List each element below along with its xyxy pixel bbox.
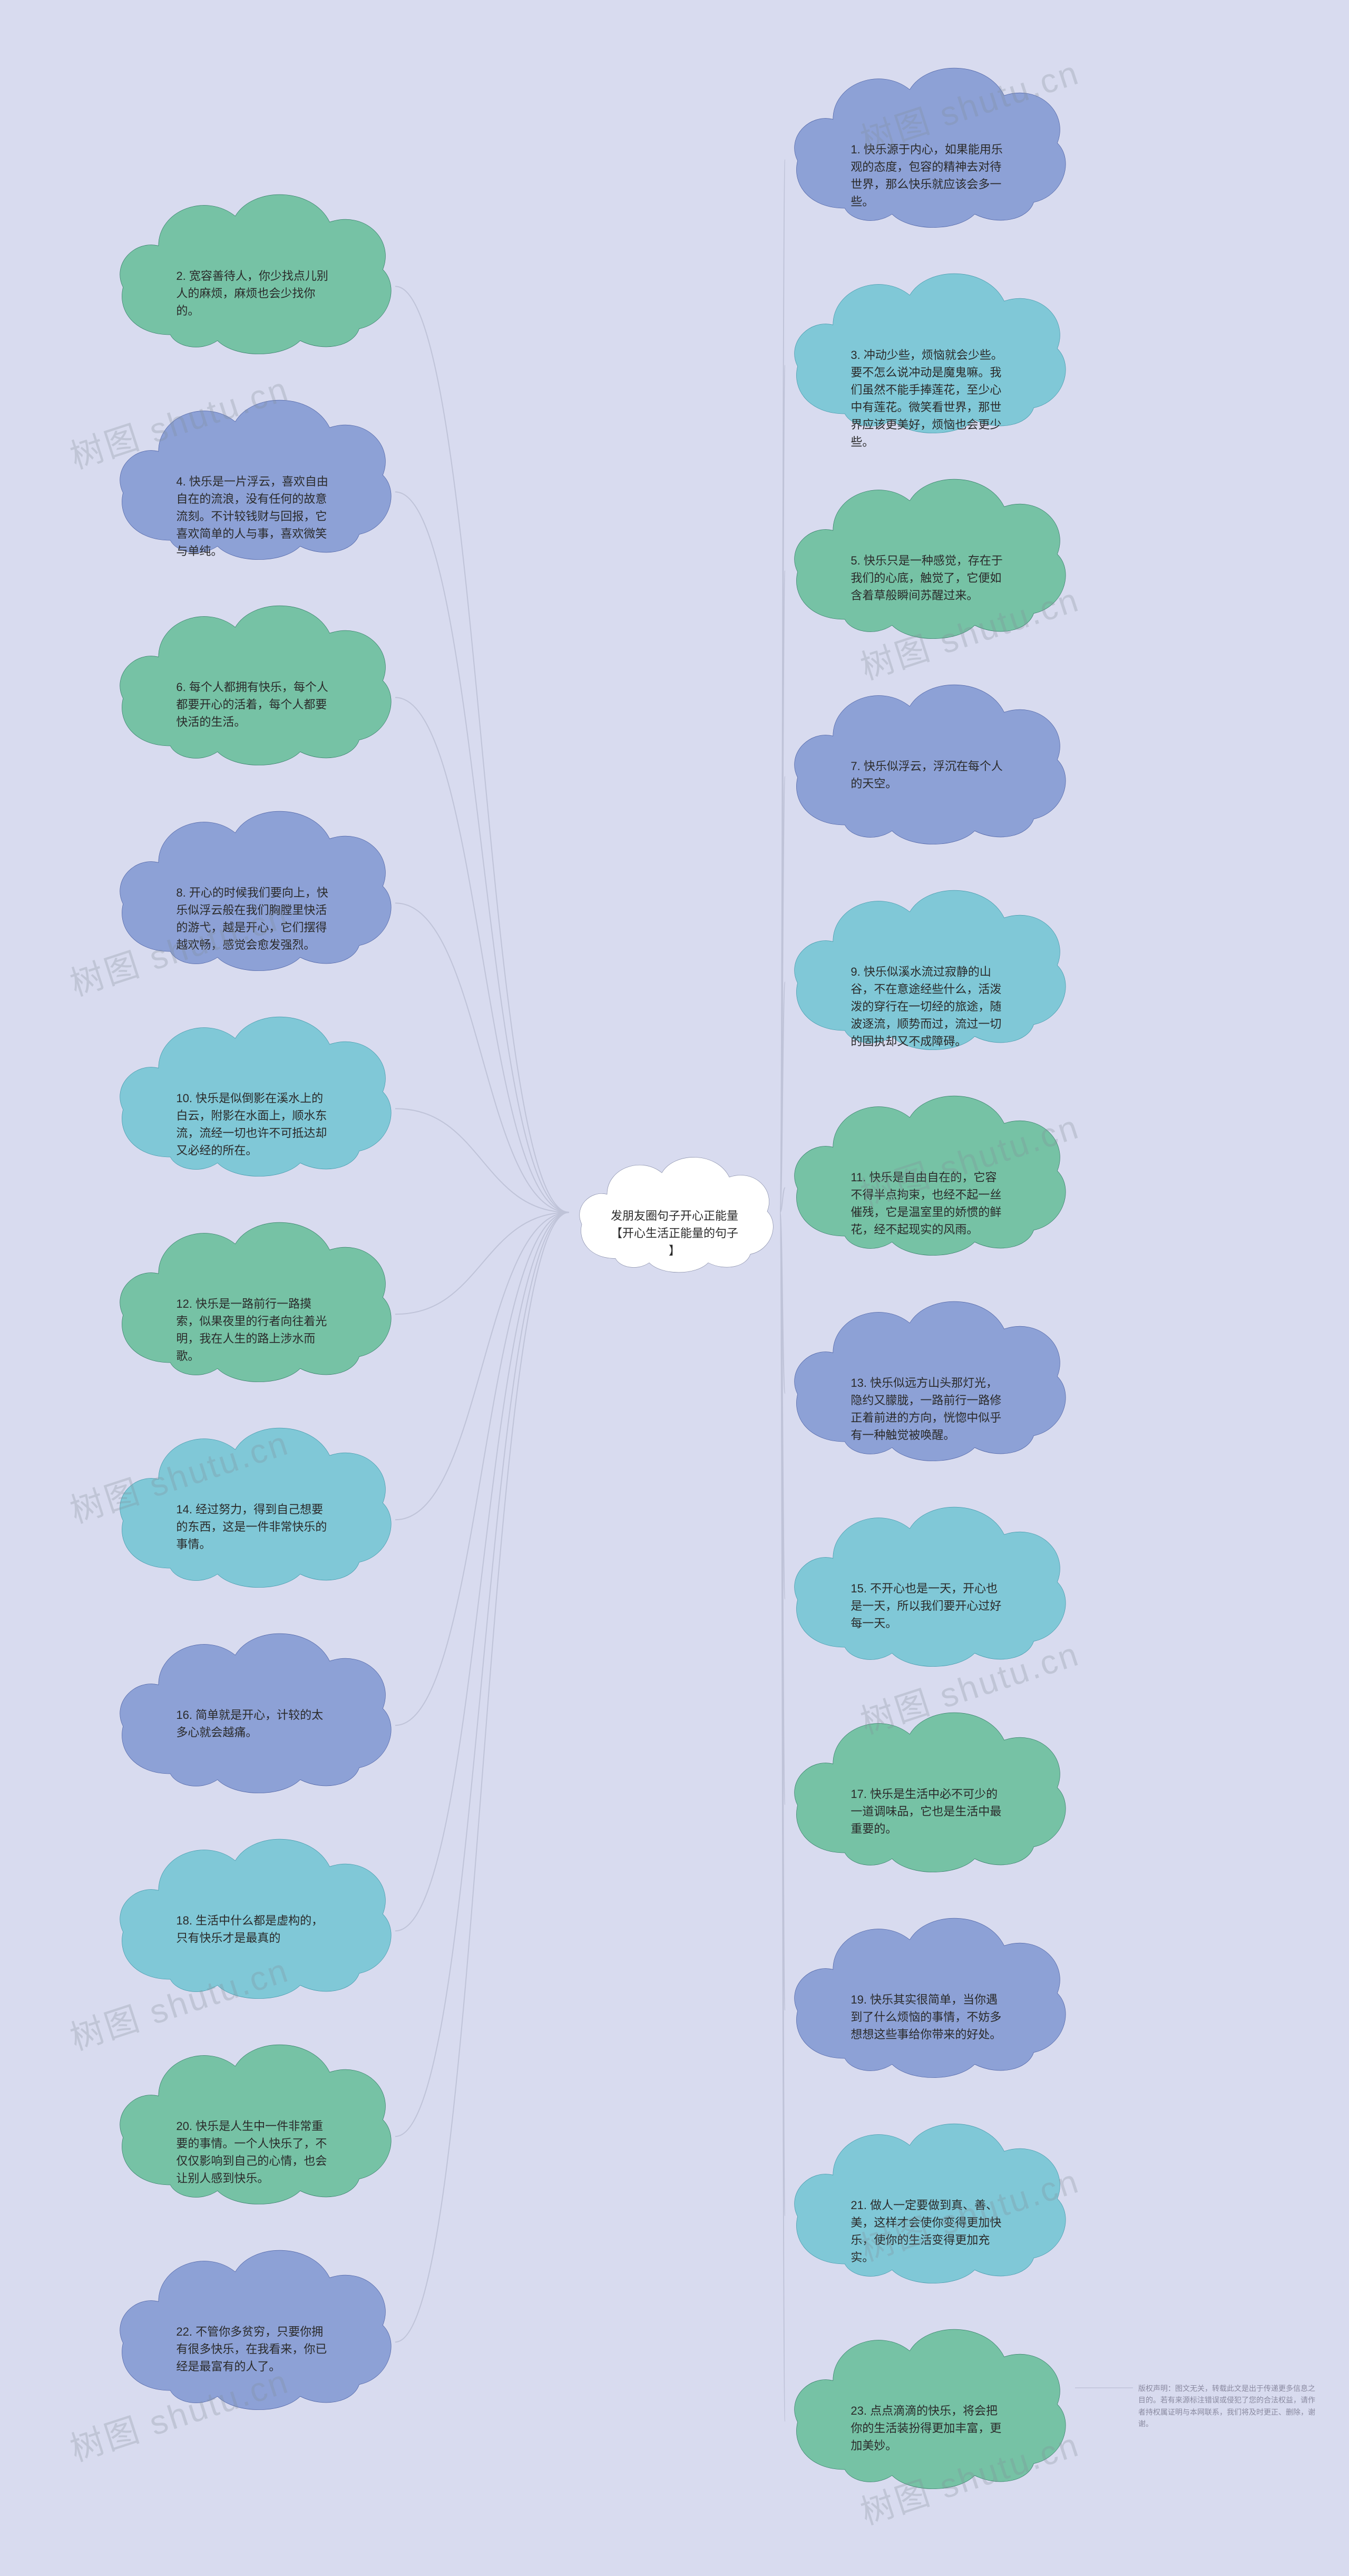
node-4: 4. 快乐是一片浮云，喜欢自由自在的流浪，没有任何的故意流刻。不计较钱财与回报，… [105, 374, 400, 564]
node-label-4: 4. 快乐是一片浮云，喜欢自由自在的流浪，没有任何的故意流刻。不计较钱财与回报，… [176, 473, 329, 560]
node-label-15: 15. 不开心也是一天，开心也是一天，所以我们要开心过好每一天。 [851, 1580, 1004, 1632]
node-label-14: 14. 经过努力，得到自己想要的东西，这是一件非常快乐的事情。 [176, 1501, 329, 1553]
node-label-19: 19. 快乐其实很简单，当你遇到了什么烦恼的事情，不妨多想想这些事给你带来的好处… [851, 1991, 1004, 2043]
node-1: 1. 快乐源于内心，如果能用乐观的态度，包容的精神去对待世界，那么快乐就应该会多… [780, 42, 1075, 232]
node-label-1: 1. 快乐源于内心，如果能用乐观的态度，包容的精神去对待世界，那么快乐就应该会多… [851, 141, 1004, 210]
node-label-5: 5. 快乐只是一种感觉，存在于我们的心底，触觉了，它便如含着草般瞬间苏醒过来。 [851, 552, 1004, 604]
node-8: 8. 开心的时候我们要向上，快乐似浮云般在我们胸膛里快活的游弋，越是开心，它们摆… [105, 785, 400, 975]
node-label-7: 7. 快乐似浮云，浮沉在每个人的天空。 [851, 757, 1004, 792]
node-label-10: 10. 快乐是似倒影在溪水上的白云，附影在水面上，顺水东流，流经一切也许不可抵达… [176, 1090, 329, 1159]
node-label-17: 17. 快乐是生活中必不可少的一道调味品，它也是生活中最重要的。 [851, 1785, 1004, 1838]
node-19: 19. 快乐其实很简单，当你遇到了什么烦恼的事情，不妨多想想这些事给你带来的好处… [780, 1892, 1075, 2082]
node-20: 20. 快乐是人生中一件非常重要的事情。一个人快乐了，不仅仅影响到自己的心情，也… [105, 2019, 400, 2209]
node-3: 3. 冲动少些，烦恼就会少些。要不怎么说冲动是魔鬼嘛。我们虽然不能手捧莲花，至少… [780, 248, 1075, 438]
node-label-8: 8. 开心的时候我们要向上，快乐似浮云般在我们胸膛里快活的游弋，越是开心，它们摆… [176, 884, 329, 954]
node-14: 14. 经过努力，得到自己想要的东西，这是一件非常快乐的事情。 [105, 1402, 400, 1592]
node-label-13: 13. 快乐似远方山头那灯光，隐约又朦胧，一路前行一路修正着前进的方向，恍惚中似… [851, 1374, 1004, 1444]
center-node: 发朋友圈句子开心正能量 【开心生活正能量的句子 】 [569, 1139, 780, 1276]
node-10: 10. 快乐是似倒影在溪水上的白云，附影在水面上，顺水东流，流经一切也许不可抵达… [105, 991, 400, 1181]
node-5: 5. 快乐只是一种感觉，存在于我们的心底，触觉了，它便如含着草般瞬间苏醒过来。 [780, 453, 1075, 643]
node-15: 15. 不开心也是一天，开心也是一天，所以我们要开心过好每一天。 [780, 1481, 1075, 1671]
node-label-22: 22. 不管你多贫穷，只要你拥有很多快乐，在我看来，你已经是最富有的人了。 [176, 2323, 329, 2375]
node-label-3: 3. 冲动少些，烦恼就会少些。要不怎么说冲动是魔鬼嘛。我们虽然不能手捧莲花，至少… [851, 346, 1004, 451]
node-label-11: 11. 快乐是自由自在的，它容不得半点拘束，也经不起一丝催残，它是温室里的娇惯的… [851, 1169, 1004, 1238]
node-label-6: 6. 每个人都拥有快乐，每个人都要开心的活着，每个人都要快活的生活。 [176, 678, 329, 731]
node-label-9: 9. 快乐似溪水流过寂静的山谷，不在意途经些什么，活泼泼的穿行在一切经的旅途，随… [851, 963, 1004, 1050]
node-23: 23. 点点滴滴的快乐，将会把你的生活装扮得更加丰富，更加美妙。 [780, 2303, 1075, 2493]
node-label-12: 12. 快乐是一路前行一路摸索，似果夜里的行者向往着光明，我在人生的路上涉水而歌… [176, 1295, 329, 1365]
node-label-18: 18. 生活中什么都是虚构的，只有快乐才是最真的 [176, 1912, 329, 1947]
node-label-2: 2. 宽容善待人，你少找点儿别人的麻烦，麻烦也会少找你的。 [176, 267, 329, 319]
center-label: 发朋友圈句子开心正能量 【开心生活正能量的句子 】 [607, 1207, 742, 1259]
copyright-footnote: 版权声明：图文无关，转载此文是出于传递更多信息之目的。若有来源标注错误或侵犯了您… [1138, 2383, 1317, 2430]
node-11: 11. 快乐是自由自在的，它容不得半点拘束，也经不起一丝催残，它是温室里的娇惯的… [780, 1070, 1075, 1260]
node-22: 22. 不管你多贫穷，只要你拥有很多快乐，在我看来，你已经是最富有的人了。 [105, 2224, 400, 2414]
node-21: 21. 做人一定要做到真、善、美，这样才会使你变得更加快乐，使你的生活变得更加充… [780, 2098, 1075, 2288]
node-6: 6. 每个人都拥有快乐，每个人都要开心的活着，每个人都要快活的生活。 [105, 580, 400, 770]
node-9: 9. 快乐似溪水流过寂静的山谷，不在意途经些什么，活泼泼的穿行在一切经的旅途，随… [780, 864, 1075, 1054]
node-label-20: 20. 快乐是人生中一件非常重要的事情。一个人快乐了，不仅仅影响到自己的心情，也… [176, 2117, 329, 2187]
node-18: 18. 生活中什么都是虚构的，只有快乐才是最真的 [105, 1813, 400, 2003]
node-17: 17. 快乐是生活中必不可少的一道调味品，它也是生活中最重要的。 [780, 1687, 1075, 1877]
node-12: 12. 快乐是一路前行一路摸索，似果夜里的行者向往着光明，我在人生的路上涉水而歌… [105, 1197, 400, 1386]
node-7: 7. 快乐似浮云，浮沉在每个人的天空。 [780, 659, 1075, 849]
node-label-23: 23. 点点滴滴的快乐，将会把你的生活装扮得更加丰富，更加美妙。 [851, 2402, 1004, 2454]
node-16: 16. 简单就是开心，计较的太多心就会越痛。 [105, 1608, 400, 1797]
node-label-21: 21. 做人一定要做到真、善、美，这样才会使你变得更加快乐，使你的生活变得更加充… [851, 2196, 1004, 2266]
node-label-16: 16. 简单就是开心，计较的太多心就会越痛。 [176, 1706, 329, 1741]
node-2: 2. 宽容善待人，你少找点儿别人的麻烦，麻烦也会少找你的。 [105, 169, 400, 358]
node-13: 13. 快乐似远方山头那灯光，隐约又朦胧，一路前行一路修正着前进的方向，恍惚中似… [780, 1276, 1075, 1465]
